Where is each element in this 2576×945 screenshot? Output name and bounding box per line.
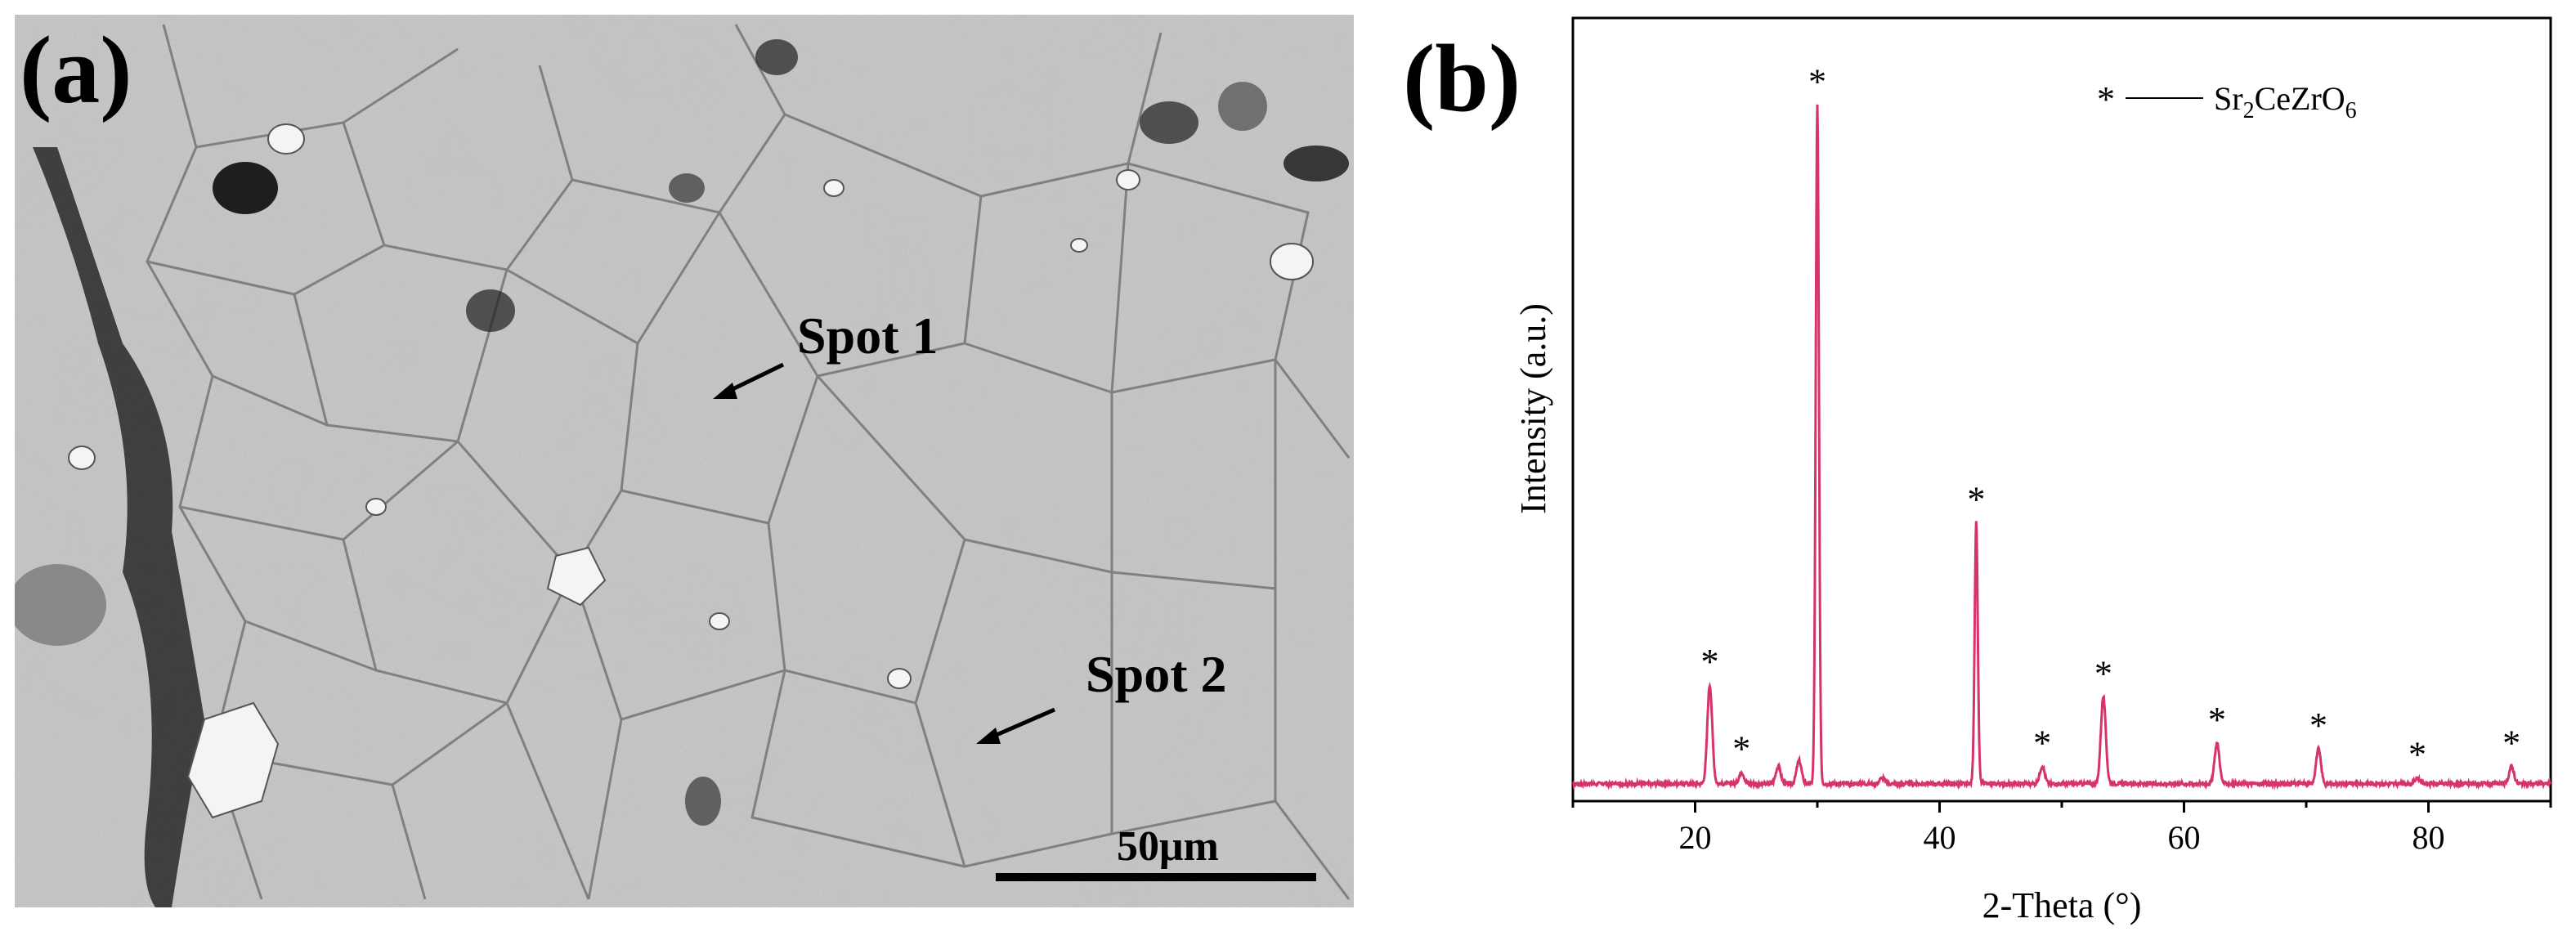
sem-figure: (a) Spot 1 Spot 2 50μm: [15, 15, 1354, 907]
peak-star-marker: *: [2033, 723, 2051, 763]
peak-star-marker: *: [1700, 642, 1718, 682]
peak-markers: * * * * * * * * * *: [1700, 61, 2520, 774]
spot2-label: Spot 2: [1086, 645, 1227, 703]
x-axis-label: 2-Theta (°): [1982, 885, 2142, 925]
legend-phase-label: Sr2CeZrO6: [2214, 80, 2357, 123]
x-tick-label: 40: [1924, 819, 1956, 856]
peak-star-marker: *: [1732, 729, 1750, 769]
x-tick-label: 80: [2412, 819, 2445, 856]
spot2-arrow: [976, 707, 1055, 744]
legend-marker: *: [2097, 79, 2115, 119]
scale-bar-label: 50μm: [1117, 823, 1219, 870]
peak-star-marker: *: [2408, 735, 2426, 775]
panel-b-label: (b): [1403, 25, 1521, 132]
bright-particles: [68, 123, 1314, 819]
peak-star-marker: *: [1808, 61, 1826, 101]
xrd-chart: (b) * Sr2CeZrO6 2-Theta (°) Intensity (a…: [1403, 16, 2552, 925]
peak-star-marker: *: [2208, 700, 2226, 740]
scale-bar: [996, 873, 1316, 881]
panel-a-label: (a): [20, 16, 132, 123]
legend: * Sr2CeZrO6: [2097, 79, 2357, 123]
spot1-label: Spot 1: [797, 307, 939, 365]
xrd-panel: (b) * Sr2CeZrO6 2-Theta (°) Intensity (a…: [1382, 0, 2576, 941]
peak-star-marker: *: [2502, 723, 2520, 763]
plot-area-frame: [1571, 16, 2552, 803]
x-axis-ticks: 20 40 60 80: [1571, 801, 2552, 856]
xrd-pattern-line: [1572, 104, 2551, 790]
peak-star-marker: *: [1967, 479, 1985, 519]
peak-star-marker: *: [2094, 653, 2112, 693]
x-tick-label: 20: [1679, 819, 1712, 856]
spot1-arrow: [713, 362, 785, 399]
peak-star-marker: *: [2309, 705, 2327, 746]
dark-pores: [15, 39, 1349, 907]
sem-image: [15, 15, 1354, 907]
y-axis-label: Intensity (a.u.): [1513, 303, 1553, 514]
x-tick-label: 60: [2168, 819, 2201, 856]
sem-panel: (a) Spot 1 Spot 2 50μm: [15, 15, 1354, 907]
